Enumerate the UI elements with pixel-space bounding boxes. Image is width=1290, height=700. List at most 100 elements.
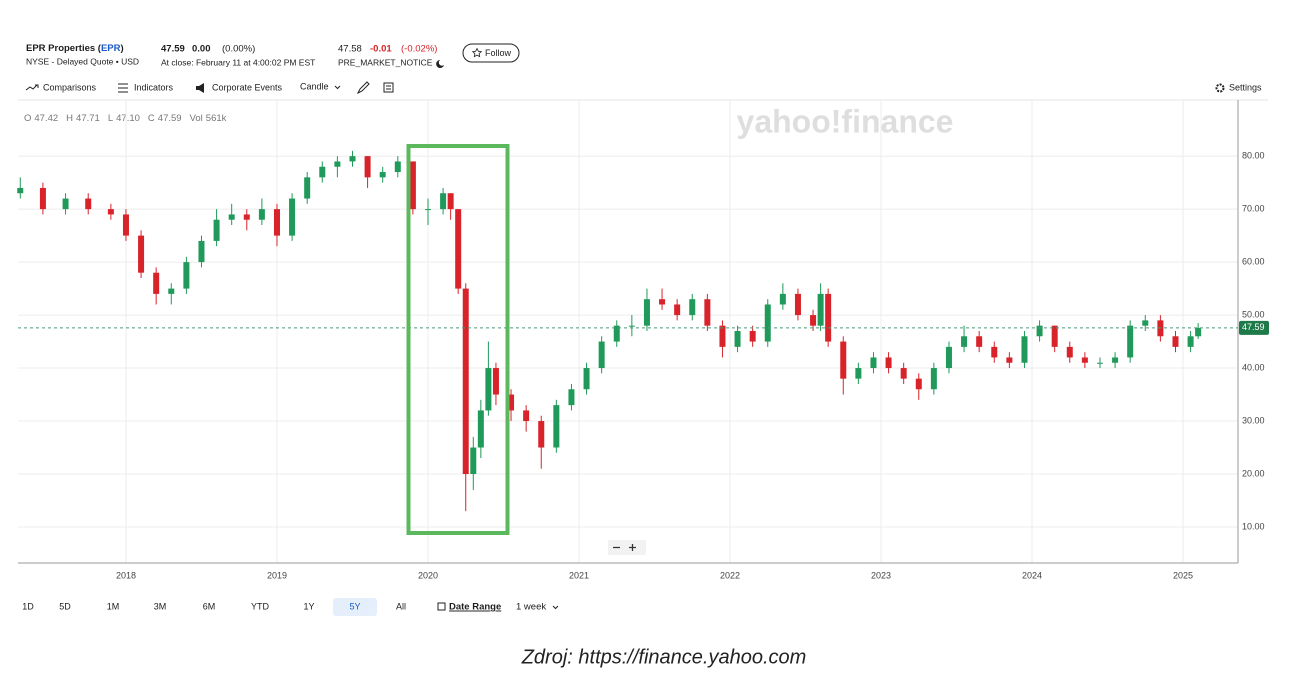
candle-body xyxy=(304,177,311,199)
toolbar: Comparisons Indicators Corporate Events … xyxy=(18,81,1268,101)
plot-area: 10.00 20.00 30.00 40.00 50.00 60.00 70.00 80.00… xyxy=(17,100,1269,580)
candle-body xyxy=(349,156,356,162)
candle-body xyxy=(1172,336,1179,347)
candle-body xyxy=(1187,336,1194,347)
candle-body xyxy=(817,293,824,326)
candle-body xyxy=(825,293,832,342)
range-button[interactable]: 5D xyxy=(59,601,71,611)
y-tick-label: 80.00 xyxy=(1242,151,1265,161)
chart-type-dropdown[interactable]: Candle xyxy=(300,81,329,91)
candle-body xyxy=(930,368,937,390)
name: ) xyxy=(121,43,124,54)
toolbar-button[interactable]: Comparisons xyxy=(43,82,97,92)
candle-body xyxy=(364,156,371,178)
candle-body xyxy=(961,336,968,347)
last-price-label: 47.59 xyxy=(1242,322,1265,332)
candle-body xyxy=(764,304,771,342)
ohlc-readout: O 47.42 H 47.71 L 47.10 C 47.59 Vol 561k xyxy=(24,113,227,124)
settings-button[interactable]: Settings xyxy=(1229,82,1262,92)
candle-body xyxy=(749,330,756,342)
toolbar-button[interactable]: Corporate Events xyxy=(212,82,283,92)
ohlc-value: 47.59 xyxy=(158,113,182,124)
candle-body xyxy=(424,209,431,211)
watermark: yahoo!finance xyxy=(737,103,954,139)
candle-body xyxy=(855,368,862,379)
range-button[interactable]: 1D xyxy=(22,601,34,611)
candle-body xyxy=(1036,325,1043,337)
toolbar-button[interactable]: Indicators xyxy=(134,82,174,92)
candle-body xyxy=(394,161,401,173)
candle-body xyxy=(168,288,175,294)
name: EPR Properties ( xyxy=(26,43,102,54)
follow-label[interactable]: Follow xyxy=(485,48,512,58)
range-button[interactable]: YTD xyxy=(251,601,270,611)
range-button[interactable]: 6M xyxy=(203,601,216,611)
zoom-frame xyxy=(608,540,646,555)
settings-icon[interactable] xyxy=(1215,83,1225,93)
candle-body xyxy=(1051,325,1058,347)
chevron-icon xyxy=(552,605,559,610)
candle-body xyxy=(689,299,696,316)
x-tick-label: 2022 xyxy=(720,570,740,580)
candle-body xyxy=(734,330,741,347)
candle-body xyxy=(538,421,545,448)
range-button[interactable]: 5Y xyxy=(349,601,360,611)
x-tick-label: 2018 xyxy=(116,570,136,580)
layout-icon[interactable] xyxy=(383,82,394,93)
y-tick-label: 40.00 xyxy=(1242,362,1265,372)
candle-body xyxy=(523,410,530,422)
candle-body xyxy=(153,272,160,294)
candle-body xyxy=(900,368,907,379)
candle-body xyxy=(945,346,952,369)
ohlc-label: O xyxy=(24,113,31,124)
zoom-icons[interactable] xyxy=(613,544,636,551)
change: 0.00 xyxy=(192,44,211,55)
candle-body xyxy=(138,235,145,273)
highlight-box xyxy=(406,144,510,535)
zoom-controls[interactable] xyxy=(608,540,646,555)
pre-change: -0.01 xyxy=(370,44,392,55)
candle-body xyxy=(477,410,484,448)
range-button[interactable]: 1M xyxy=(107,601,120,611)
candle-body xyxy=(810,315,817,326)
candle-body xyxy=(1142,320,1149,326)
candle-body xyxy=(39,187,46,210)
x-tick-label: 2020 xyxy=(418,570,438,580)
candle-body xyxy=(704,299,711,326)
candle-body xyxy=(122,214,129,236)
y-tick-label: 20.00 xyxy=(1242,468,1265,478)
candle-body xyxy=(779,293,786,305)
candle-body xyxy=(568,389,575,406)
candle-body xyxy=(613,325,620,342)
interval-dropdown[interactable]: 1 week xyxy=(516,602,546,613)
indicators-icon xyxy=(118,83,128,93)
candle-body xyxy=(1066,346,1073,358)
candle-body xyxy=(85,198,92,210)
close-note: At close: February 11 at 4:00:02 PM EST xyxy=(161,57,315,67)
candle-body xyxy=(553,405,560,448)
chevron-icon xyxy=(334,85,341,90)
calendar-icon xyxy=(437,602,446,611)
follow-button[interactable]: Follow xyxy=(462,43,520,63)
candle-body xyxy=(440,193,447,210)
range-button[interactable]: 1Y xyxy=(303,601,314,611)
candle-body xyxy=(455,209,462,289)
candle-body xyxy=(659,299,666,305)
candle-body xyxy=(1195,327,1202,337)
y-tick-label: 60.00 xyxy=(1242,256,1265,266)
range-button[interactable]: 3M xyxy=(154,601,167,611)
candle-body xyxy=(643,299,650,326)
candle-body xyxy=(794,293,801,316)
layout-icon-lines xyxy=(386,85,391,90)
range-button[interactable]: All xyxy=(396,601,406,611)
range-bar: 1D 5D 1M 3M 6M YTD 1Y 5Y All xyxy=(22,598,406,616)
draw-icon[interactable] xyxy=(356,81,370,95)
candle-body xyxy=(885,357,892,369)
price: 47.59 xyxy=(161,44,185,55)
candle-body xyxy=(1006,357,1013,363)
ohlc-label: Vol xyxy=(190,113,203,124)
candle-body xyxy=(976,336,983,347)
y-tick-label: 30.00 xyxy=(1242,415,1265,425)
date-range-button[interactable]: Date Range xyxy=(449,602,501,613)
